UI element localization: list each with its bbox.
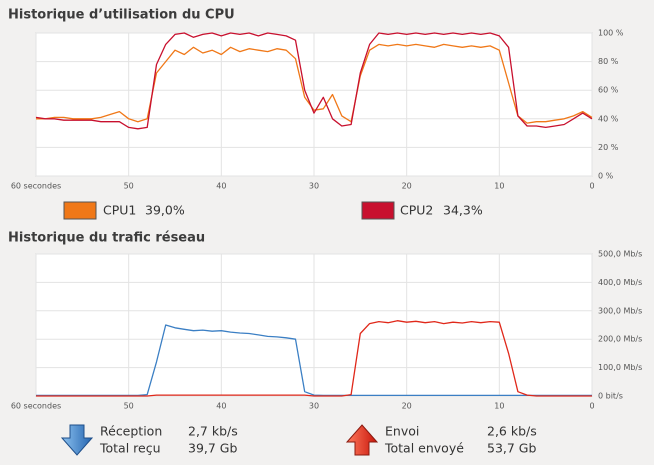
x-tick-label: 40 [216, 182, 226, 191]
legend-label: Envoi [385, 424, 419, 439]
y-tick-label: 0 bit/s [598, 392, 623, 401]
x-tick-label: 10 [494, 182, 504, 191]
download-icon [60, 424, 94, 456]
legend-total-label: Total reçu [99, 441, 161, 456]
series-line [35, 32, 593, 130]
legend-value: 34,3% [443, 203, 483, 218]
legend-label: CPU2 [400, 203, 433, 218]
y-tick-label: 60 % [598, 86, 619, 95]
series-line [36, 320, 592, 397]
upload-icon [345, 424, 379, 456]
legend-rate: 2,6 kb/s [487, 424, 537, 439]
x-tick-label: 20 [402, 182, 412, 191]
x-tick-label: 50 [124, 402, 134, 411]
y-tick-label: 300,0 Mb/s [598, 306, 642, 315]
legend-swatch [63, 201, 97, 220]
legend-total-label: Total envoyé [384, 441, 464, 456]
legend-swatch [361, 201, 395, 220]
y-tick-label: 80 % [598, 57, 619, 66]
network-title: Historique du trafic réseau [8, 231, 205, 246]
x-tick-label: 10 [494, 402, 504, 411]
cpu-title: Historique d’utilisation du CPU [8, 8, 235, 23]
legend-label: Réception [100, 424, 162, 439]
y-tick-label: 500,0 Mb/s [598, 250, 642, 259]
x-tick-label: 30 [309, 182, 319, 191]
x-tick-label: 30 [309, 402, 319, 411]
x-tick-label: 60 secondes [11, 182, 61, 191]
legend-value: 39,0% [145, 203, 185, 218]
legend-label: CPU1 [103, 203, 136, 218]
legend-total: 39,7 Gb [188, 441, 237, 456]
x-tick-label: 0 [589, 402, 594, 411]
x-tick-label: 20 [402, 402, 412, 411]
legend-rate: 2,7 kb/s [188, 424, 238, 439]
y-tick-label: 100,0 Mb/s [598, 363, 642, 372]
x-tick-label: 60 secondes [11, 402, 61, 411]
series-line [36, 43, 593, 124]
y-tick-label: 40 % [598, 114, 619, 123]
y-tick-label: 0 % [598, 172, 614, 181]
y-tick-label: 100 % [598, 29, 624, 38]
x-tick-label: 50 [124, 182, 134, 191]
legend-total: 53,7 Gb [487, 441, 536, 456]
x-tick-label: 0 [589, 182, 594, 191]
y-tick-label: 400,0 Mb/s [598, 278, 642, 287]
x-tick-label: 40 [216, 402, 226, 411]
y-tick-label: 200,0 Mb/s [598, 335, 642, 344]
y-tick-label: 20 % [598, 143, 619, 152]
